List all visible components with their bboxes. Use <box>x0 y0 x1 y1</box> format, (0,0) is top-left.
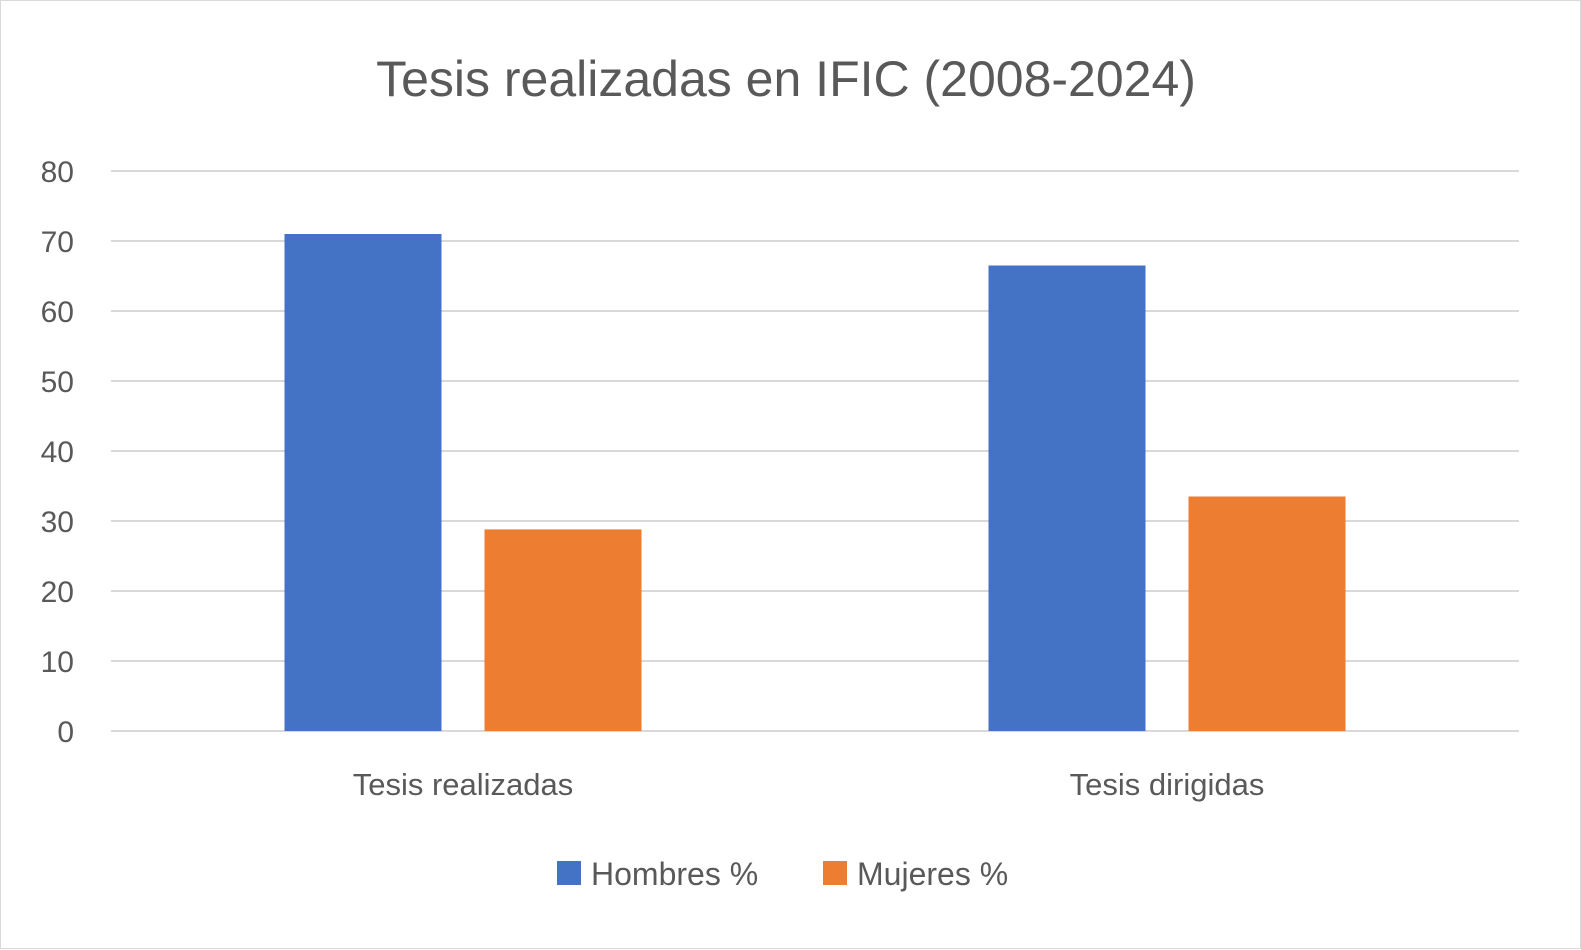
legend-swatch-0 <box>557 861 581 885</box>
y-tick-label: 40 <box>41 436 74 469</box>
x-category-label: Tesis dirigidas <box>1070 767 1265 802</box>
x-axis-categories: Tesis realizadas Tesis dirigidas <box>353 767 1265 802</box>
y-tick-label: 50 <box>41 366 74 399</box>
y-axis-ticks: 0 10 20 30 40 50 60 70 80 <box>41 156 74 749</box>
bar-mujeres-0 <box>484 529 642 731</box>
y-tick-label: 70 <box>41 226 74 259</box>
y-tick-label: 20 <box>41 576 74 609</box>
legend: Hombres % Mujeres % <box>557 856 1008 892</box>
bar-hombres-0 <box>284 234 442 731</box>
y-tick-label: 80 <box>41 156 74 189</box>
chart-title: Tesis realizadas en IFIC (2008-2024) <box>376 51 1196 107</box>
y-tick-label: 10 <box>41 646 74 679</box>
y-tick-label: 0 <box>57 716 74 749</box>
bars <box>284 234 1346 731</box>
legend-label: Hombres % <box>591 856 758 892</box>
legend-swatch-1 <box>823 861 847 885</box>
y-tick-label: 30 <box>41 506 74 539</box>
bar-mujeres-1 <box>1188 496 1346 731</box>
bar-hombres-1 <box>988 265 1146 731</box>
y-tick-label: 60 <box>41 296 74 329</box>
legend-label: Mujeres % <box>857 856 1008 892</box>
x-category-label: Tesis realizadas <box>353 767 574 802</box>
